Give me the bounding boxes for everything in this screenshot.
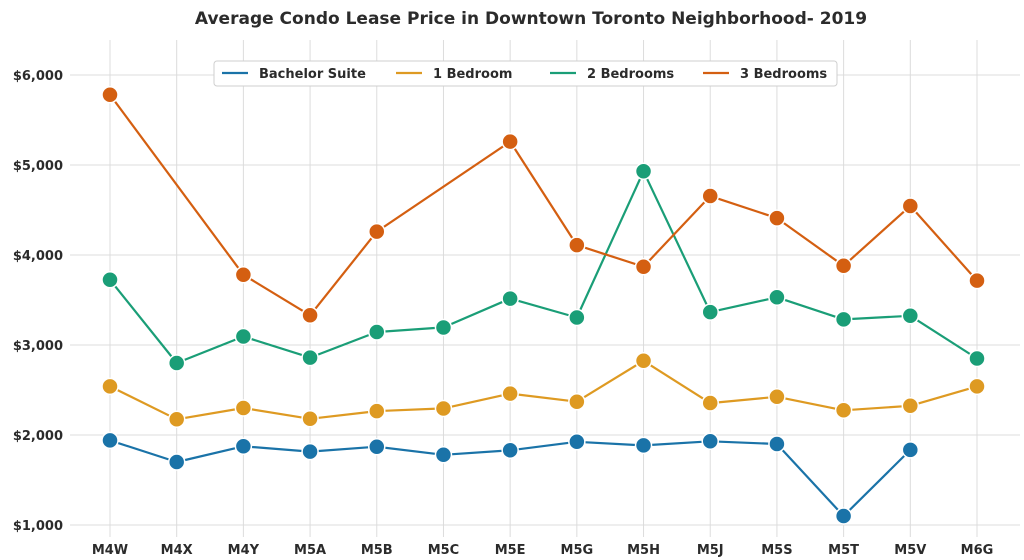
legend-label: 2 Bedrooms	[587, 67, 674, 82]
data-point	[634, 436, 653, 455]
data-point	[968, 377, 986, 396]
data-point	[901, 307, 920, 325]
series-1-bedroom	[101, 352, 986, 428]
x-tick-label: M5H	[627, 543, 660, 558]
data-point	[834, 310, 853, 329]
data-point	[634, 257, 653, 276]
data-point	[501, 441, 519, 460]
legend-label: 3 Bedrooms	[740, 67, 827, 82]
data-point	[634, 352, 653, 370]
data-point	[968, 349, 986, 368]
data-point	[701, 432, 719, 451]
data-point	[501, 132, 519, 151]
data-point	[167, 453, 186, 471]
data-point	[768, 388, 786, 406]
data-point	[101, 271, 119, 289]
data-point	[768, 435, 786, 453]
data-point	[901, 397, 920, 415]
data-point	[568, 392, 586, 411]
x-tick-label: M4X	[161, 543, 193, 558]
data-point	[301, 348, 319, 367]
data-point	[568, 308, 586, 327]
y-tick-label: $3,000	[13, 339, 63, 354]
axes: $1,000 $2,000 $3,000 $4,000 $5,000 $6,000 M4W M…	[13, 69, 994, 558]
x-tick-label: M4Y	[228, 543, 260, 558]
data-point	[768, 209, 786, 227]
data-point	[101, 86, 119, 104]
series-2-bedrooms	[101, 162, 986, 372]
chart-title: Average Condo Lease Price in Downtown To…	[195, 9, 867, 29]
x-tick-label: M5V	[894, 543, 926, 558]
y-tick-label: $4,000	[13, 249, 63, 264]
y-tick-label: $1,000	[13, 519, 63, 534]
x-tick-label: M6G	[961, 543, 994, 558]
data-point	[234, 266, 253, 284]
legend-box	[213, 60, 838, 87]
data-point	[234, 437, 253, 455]
data-point	[901, 441, 920, 459]
y-tick-label: $2,000	[13, 429, 63, 444]
data-point	[701, 303, 719, 321]
data-point	[368, 323, 386, 341]
x-tick-label: M5B	[361, 543, 393, 558]
data-point	[834, 401, 853, 419]
data-point	[234, 399, 253, 417]
y-tick-label: $5,000	[13, 159, 63, 174]
data-point	[101, 377, 119, 396]
data-point	[834, 507, 853, 525]
x-tick-label: M5T	[828, 543, 859, 558]
x-tick-label: M5A	[294, 543, 326, 558]
series	[101, 86, 986, 525]
data-point	[768, 288, 786, 307]
data-point	[368, 437, 386, 456]
data-point	[301, 442, 319, 461]
series-line	[109, 170, 978, 365]
series-line	[109, 359, 978, 421]
data-point	[501, 289, 519, 308]
series-bachelor-suite	[101, 431, 920, 525]
legend-label: Bachelor Suite	[259, 67, 366, 82]
data-point	[968, 271, 986, 290]
y-tick-label: $6,000	[13, 69, 63, 84]
data-point	[368, 402, 386, 420]
legend-label: 1 Bedroom	[433, 67, 512, 82]
x-tick-label: M5J	[697, 543, 724, 558]
x-tick-label: M5E	[495, 543, 526, 558]
data-point	[901, 197, 920, 215]
data-point	[501, 384, 519, 403]
data-point	[568, 236, 586, 254]
data-point	[834, 257, 853, 275]
data-point	[301, 410, 319, 428]
x-tick-label: M4W	[92, 543, 128, 558]
x-tick-label: M5S	[761, 543, 792, 558]
data-point	[167, 354, 186, 372]
data-point	[634, 162, 653, 181]
data-point	[234, 327, 253, 346]
x-tick-label: M5G	[561, 543, 594, 558]
data-point	[434, 446, 453, 464]
data-point	[434, 399, 453, 418]
data-point	[301, 306, 319, 325]
data-point	[368, 222, 386, 241]
series-line	[109, 94, 978, 317]
data-point	[434, 318, 453, 337]
data-point	[568, 433, 586, 451]
data-point	[101, 431, 119, 450]
data-point	[701, 394, 719, 412]
x-tick-label: M5C	[428, 543, 460, 558]
series-3-bedrooms	[101, 86, 986, 325]
data-point	[167, 410, 186, 428]
data-point	[701, 187, 719, 205]
legend: Bachelor Suite 1 Bedroom 2 Bedrooms 3 Bedro…	[213, 60, 838, 87]
grid	[70, 40, 1020, 537]
